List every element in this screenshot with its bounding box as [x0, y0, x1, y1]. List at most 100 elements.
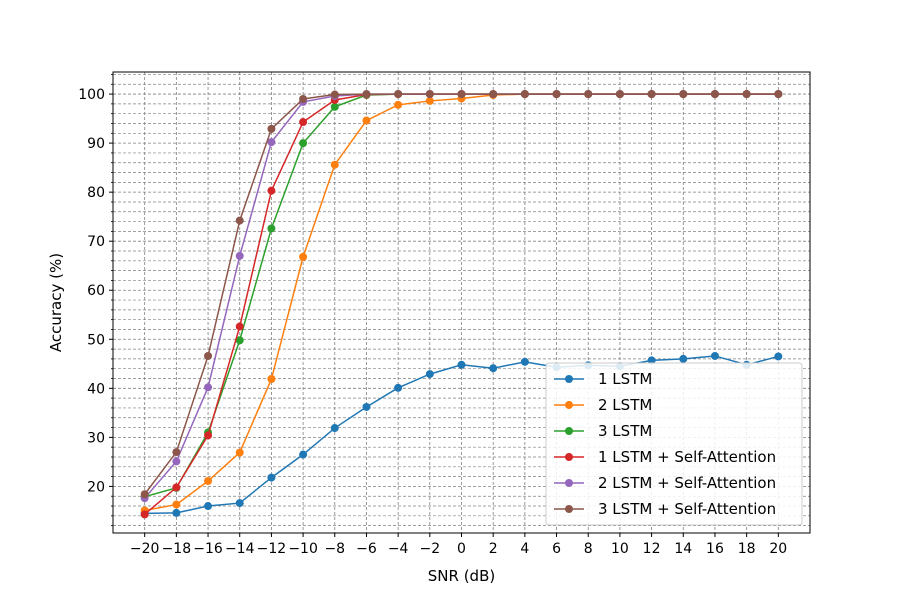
legend-item: 1 LSTM + Self-Attention [554, 448, 776, 466]
x-tick-label: −6 [356, 541, 377, 557]
x-tick-label: 6 [552, 541, 561, 557]
y-axis-label: Accuracy (%) [47, 253, 65, 352]
data-point [647, 356, 656, 365]
data-point [204, 431, 213, 440]
data-point [235, 216, 244, 225]
data-point [552, 90, 561, 99]
legend-label: 2 LSTM + Self-Attention [598, 474, 776, 492]
y-tick-label: 70 [87, 234, 105, 250]
y-tick-label: 40 [87, 381, 105, 397]
data-point [647, 90, 656, 99]
x-tick-label: 14 [674, 541, 692, 557]
data-point [204, 351, 213, 360]
data-point [267, 375, 276, 384]
data-point [235, 499, 244, 508]
series-6 [140, 90, 783, 499]
data-point [394, 383, 403, 392]
data-point [267, 138, 276, 147]
data-point [330, 424, 339, 433]
data-point [425, 90, 434, 99]
data-point [299, 94, 308, 103]
x-tick-label: 2 [489, 541, 498, 557]
x-tick-label: 4 [520, 541, 529, 557]
data-point [425, 370, 434, 379]
data-point [299, 139, 308, 148]
legend-box [545, 362, 803, 526]
data-point [140, 510, 149, 519]
data-point [140, 490, 149, 499]
data-point [520, 90, 529, 99]
data-point [235, 336, 244, 345]
data-point [172, 508, 181, 517]
data-point [267, 473, 276, 482]
data-point [235, 322, 244, 331]
y-tick-label: 80 [87, 185, 105, 201]
data-point [489, 364, 498, 373]
data-point [457, 90, 466, 99]
data-point [362, 402, 371, 411]
data-point [489, 90, 498, 99]
data-point [584, 90, 593, 99]
legend-item: 2 LSTM [554, 396, 652, 414]
data-point [172, 483, 181, 492]
x-tick-label: −20 [130, 541, 160, 557]
axis-ticks: −20 −18 −16 −14 −12 −10 −8 −6 −4 −2 0 2 4 6 8 10 12 14 16 1… [78, 74, 787, 557]
data-point [204, 383, 213, 392]
legend: 1 LSTM 2 LSTM 3 LSTM 1 LSTM + Self-Attentio… [545, 362, 803, 526]
data-point [520, 357, 529, 366]
y-tick-label: 60 [87, 283, 105, 299]
data-point [235, 448, 244, 457]
legend-marker [565, 479, 573, 487]
data-point [172, 457, 181, 466]
data-point [457, 360, 466, 369]
x-tick-label: −8 [324, 541, 345, 557]
data-point [299, 450, 308, 459]
data-point [362, 116, 371, 125]
x-tick-label: 0 [457, 541, 466, 557]
data-point [330, 160, 339, 169]
data-point [267, 224, 276, 233]
y-tick-label: 100 [78, 87, 105, 103]
data-point [172, 500, 181, 509]
data-point [774, 352, 783, 361]
data-point [330, 90, 339, 99]
legend-marker [565, 427, 573, 435]
legend-item: 1 LSTM [554, 370, 652, 388]
data-point [425, 96, 434, 105]
data-point [710, 90, 719, 99]
data-point [615, 90, 624, 99]
data-point [299, 252, 308, 261]
x-tick-label: 20 [769, 541, 787, 557]
data-point [362, 90, 371, 99]
data-point [679, 90, 688, 99]
y-tick-label: 30 [87, 430, 105, 446]
x-axis-label: SNR (dB) [428, 567, 495, 585]
legend-label: 2 LSTM [598, 396, 652, 414]
x-tick-label: −4 [388, 541, 409, 557]
y-tick-label: 90 [87, 136, 105, 152]
data-point [299, 118, 308, 127]
legend-label: 1 LSTM + Self-Attention [598, 448, 776, 466]
legend-label: 3 LSTM [598, 422, 652, 440]
data-point [267, 124, 276, 133]
data-point [204, 477, 213, 486]
data-point [710, 351, 719, 360]
data-point [742, 90, 751, 99]
legend-label: 1 LSTM [598, 370, 652, 388]
data-point [235, 251, 244, 260]
x-tick-label: 16 [706, 541, 724, 557]
data-point [394, 90, 403, 99]
x-tick-label: −2 [419, 541, 440, 557]
x-tick-label: −14 [225, 541, 255, 557]
x-tick-label: −16 [193, 541, 223, 557]
legend-item: 2 LSTM + Self-Attention [554, 474, 776, 492]
data-point [172, 448, 181, 457]
legend-label: 3 LSTM + Self-Attention [598, 500, 776, 518]
x-tick-label: −12 [257, 541, 287, 557]
data-point [330, 102, 339, 111]
x-tick-label: 8 [584, 541, 593, 557]
data-point [267, 186, 276, 195]
x-tick-label: −10 [288, 541, 318, 557]
y-tick-label: 50 [87, 332, 105, 348]
